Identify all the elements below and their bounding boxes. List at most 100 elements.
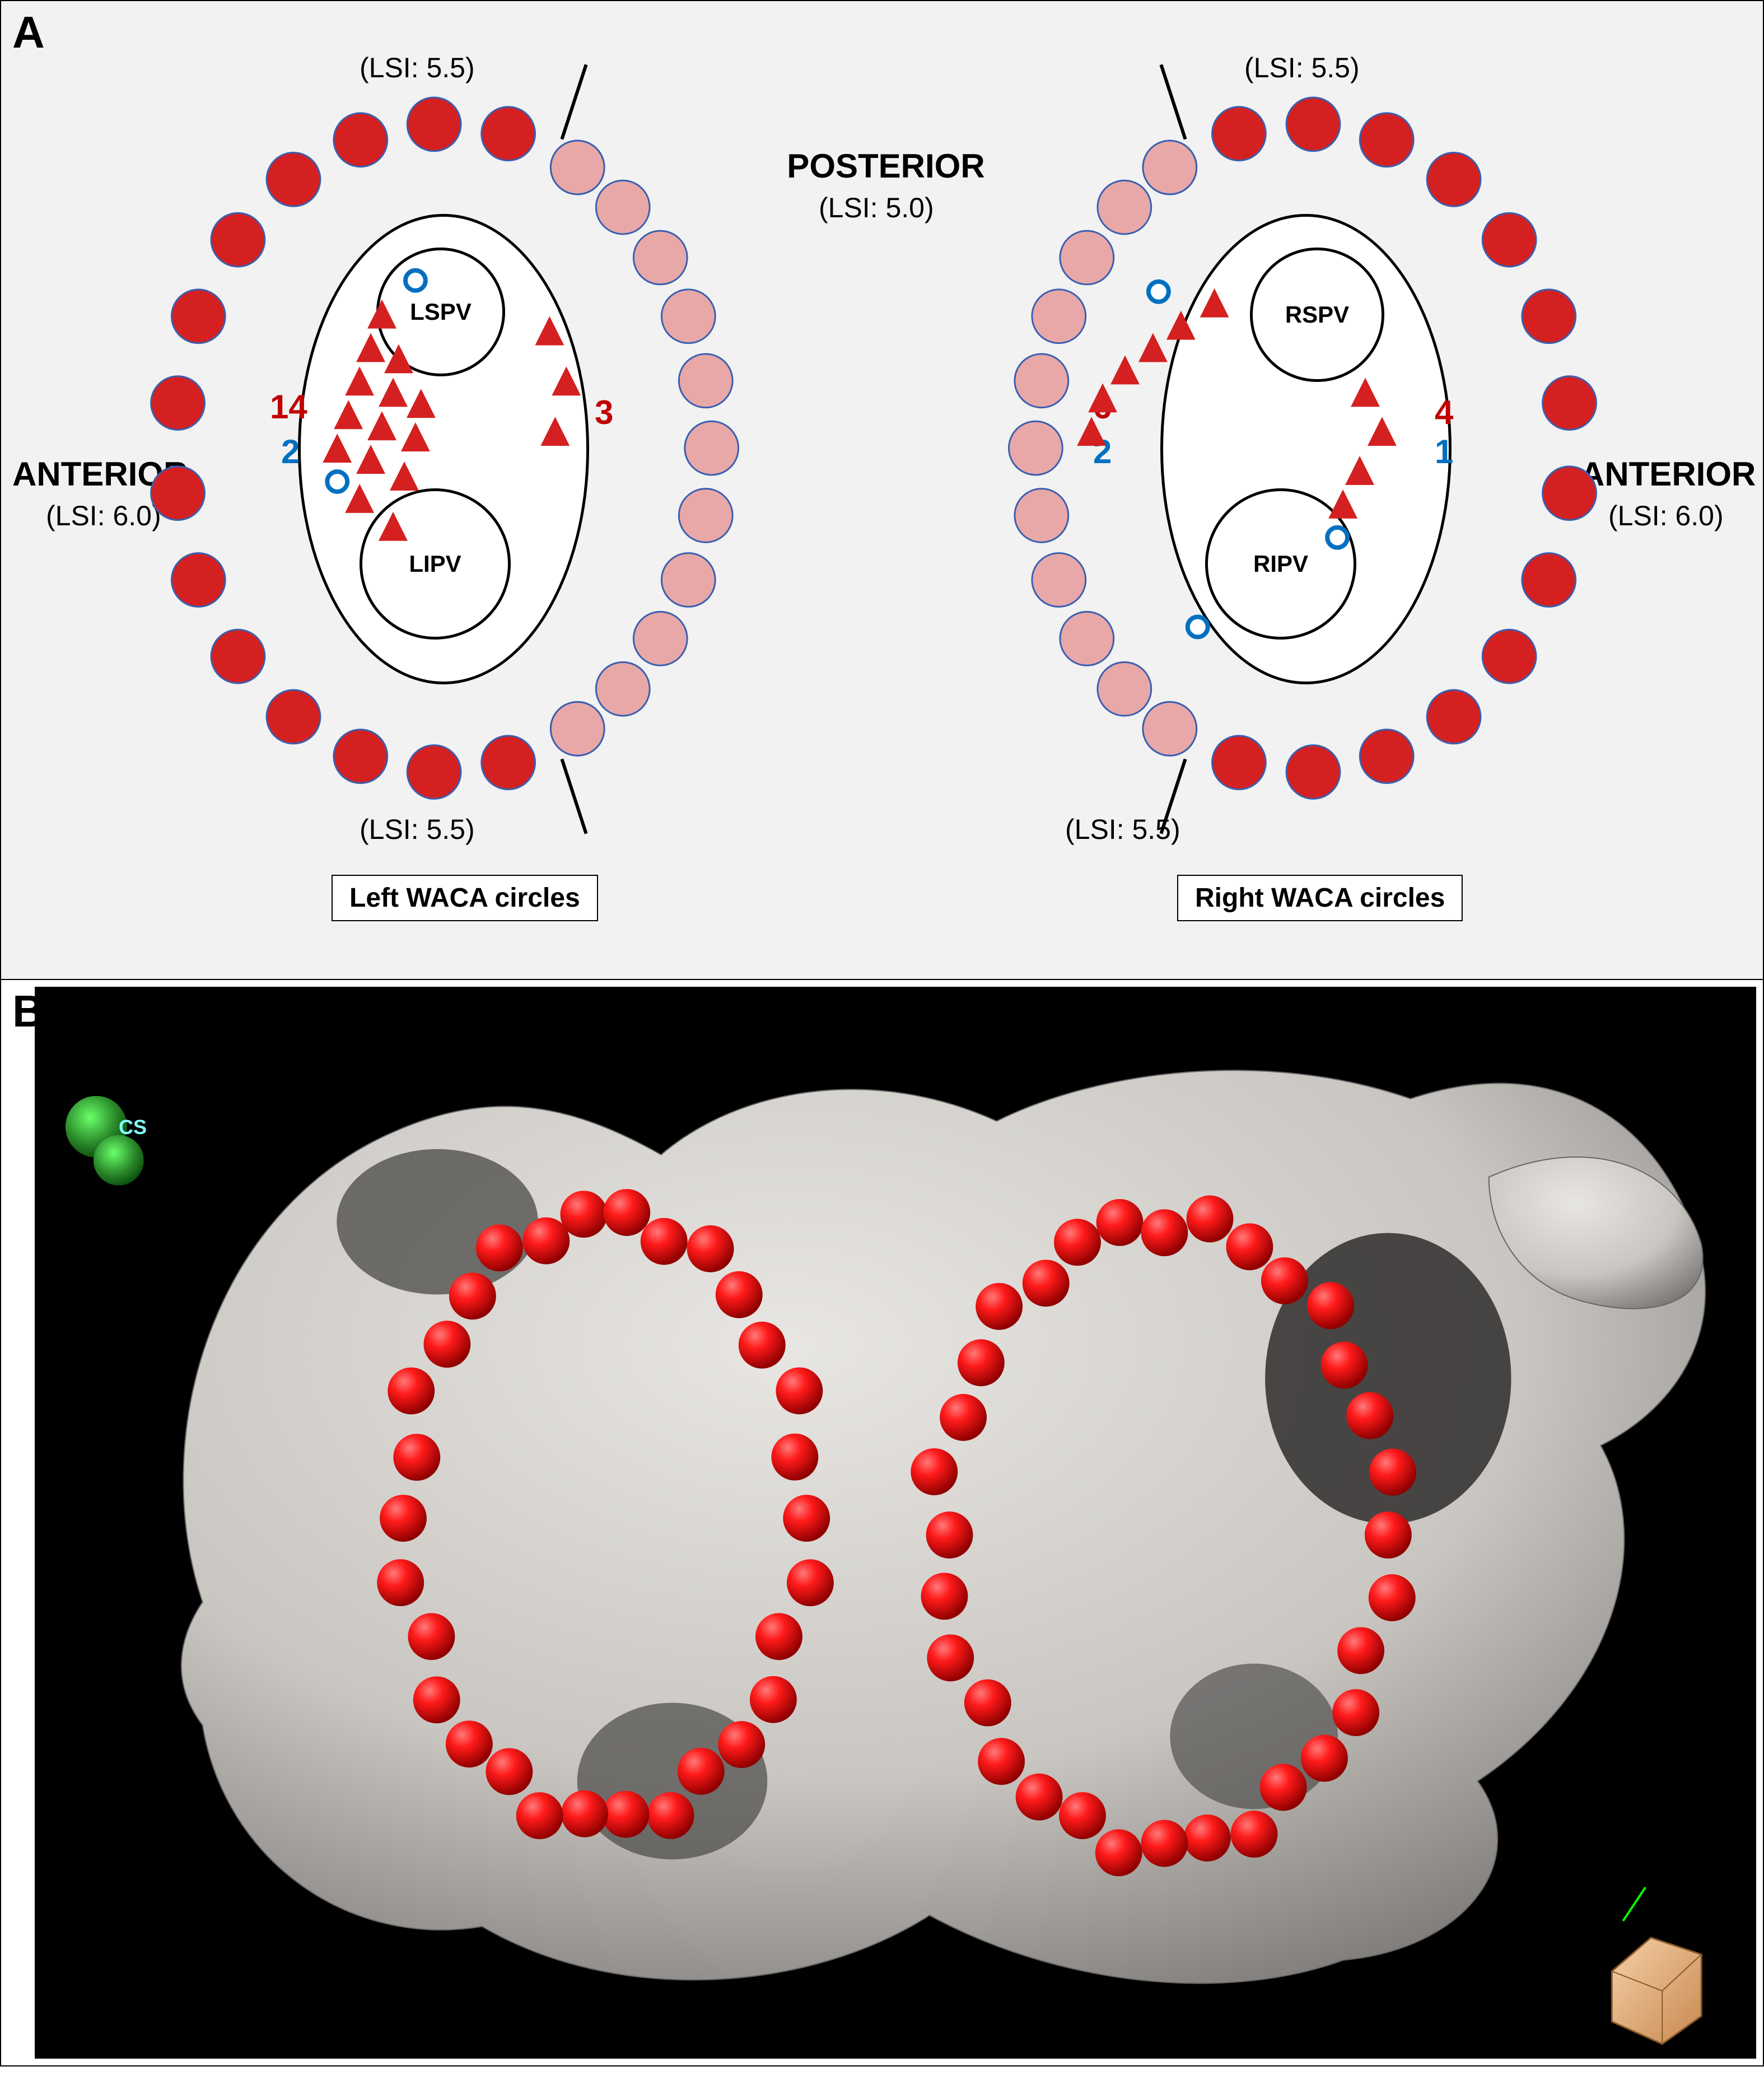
lesion-dot xyxy=(1427,153,1481,207)
ablation-sphere xyxy=(776,1368,823,1415)
ablation-sphere xyxy=(755,1613,802,1660)
ablation-sphere xyxy=(718,1721,765,1768)
left-count-2: 2 xyxy=(281,432,300,471)
lesion-dot xyxy=(1098,180,1151,234)
ablation-sphere xyxy=(940,1394,987,1441)
panel-a: A POSTERIOR (LSI: 5.0) ANTERIOR (LSI: 6.… xyxy=(0,0,1764,980)
lesion-dot xyxy=(407,745,461,799)
ablation-sphere xyxy=(1260,1764,1307,1811)
lesion-dot xyxy=(679,489,732,543)
lesion-dot xyxy=(679,354,732,408)
ablation-sphere xyxy=(1301,1735,1348,1782)
lesion-dot xyxy=(334,730,388,783)
ablation-sphere xyxy=(1184,1814,1231,1862)
lesion-dot xyxy=(1212,736,1266,790)
ablation-sphere xyxy=(377,1559,424,1606)
ablation-sphere xyxy=(413,1676,460,1723)
lesion-dot xyxy=(1060,231,1114,284)
divider-right-top xyxy=(1160,64,1187,139)
right-waca-box: Right WACA circles xyxy=(1177,875,1463,921)
lesion-dot xyxy=(1032,553,1086,607)
panel-a-label: A xyxy=(12,7,45,58)
panel-b-label: B xyxy=(12,986,45,1037)
ablation-sphere xyxy=(1369,1574,1416,1621)
lesion-dot xyxy=(1360,730,1413,783)
lsi-anterior-right: (LSI: 6.0) xyxy=(1608,500,1724,532)
lesion-dot xyxy=(267,153,320,207)
ablation-sphere xyxy=(1023,1259,1070,1307)
lesion-dot xyxy=(1143,141,1197,194)
lesion-dot xyxy=(1286,97,1340,151)
left-count-3: 3 xyxy=(595,393,613,432)
lesion-dot xyxy=(550,141,604,194)
lesion-dot xyxy=(633,612,687,665)
ablation-sphere xyxy=(1059,1792,1106,1839)
ablation-sphere xyxy=(408,1613,455,1660)
triangle-marker xyxy=(1138,333,1168,362)
lesion-dot xyxy=(482,107,535,161)
lesion-dot xyxy=(1032,290,1086,343)
ablation-sphere xyxy=(1261,1257,1308,1304)
lesion-dot xyxy=(1009,421,1062,475)
lsi-posterior: (LSI: 5.0) xyxy=(819,192,934,224)
lesion-dot xyxy=(334,113,388,167)
anterior-left-label: ANTERIOR xyxy=(12,455,186,493)
ripv-circle: RIPV xyxy=(1205,488,1356,640)
lesion-dot xyxy=(1212,107,1266,161)
lesion-dot xyxy=(1015,354,1068,408)
anterior-right-label: ANTERIOR xyxy=(1580,455,1754,493)
ablation-sphere xyxy=(978,1738,1025,1785)
ablation-sphere xyxy=(1141,1820,1188,1867)
ablation-sphere xyxy=(1332,1689,1379,1736)
ablation-sphere xyxy=(1187,1196,1234,1243)
panel-b-image: CS xyxy=(35,987,1756,2059)
lesion-dot xyxy=(1143,141,1197,194)
ablation-sphere xyxy=(964,1680,1011,1727)
lesion-dot xyxy=(1143,702,1197,755)
ablation-sphere xyxy=(1016,1774,1063,1821)
ablation-sphere xyxy=(739,1322,786,1369)
right-count-1: 1 xyxy=(1435,432,1453,471)
ring-marker xyxy=(1149,282,1169,302)
ablation-sphere xyxy=(1346,1392,1393,1439)
ablation-sphere xyxy=(1231,1811,1278,1858)
lesion-dot xyxy=(1143,702,1197,755)
lesion-dot xyxy=(1286,745,1340,799)
lesion-dot xyxy=(1482,629,1536,683)
heart-svg xyxy=(35,987,1756,2059)
ripv-text: RIPV xyxy=(1253,551,1308,577)
left-waca-box: Left WACA circles xyxy=(332,875,598,921)
lesion-dot xyxy=(550,702,604,755)
ablation-sphere xyxy=(1337,1627,1384,1674)
figure: A POSTERIOR (LSI: 5.0) ANTERIOR (LSI: 6.… xyxy=(0,0,1764,2066)
ablation-sphere xyxy=(423,1321,470,1368)
ablation-sphere xyxy=(1307,1282,1354,1329)
lesion-dot xyxy=(151,376,205,430)
ablation-sphere xyxy=(976,1283,1023,1330)
lesion-dot xyxy=(685,421,739,475)
ablation-sphere xyxy=(911,1448,958,1495)
ablation-sphere xyxy=(1095,1829,1142,1876)
lipv-circle: LIPV xyxy=(360,488,511,640)
ring-marker xyxy=(1188,617,1208,637)
lesion-dot xyxy=(596,180,650,234)
ablation-sphere xyxy=(561,1790,608,1837)
lsi-top-left: (LSI: 5.5) xyxy=(360,52,475,84)
rspv-text: RSPV xyxy=(1285,301,1349,328)
pv-open-1 xyxy=(337,1149,538,1295)
ablation-sphere xyxy=(388,1368,435,1415)
ablation-sphere xyxy=(560,1191,607,1238)
lspv-circle: LSPV xyxy=(376,248,505,376)
lesion-dot xyxy=(1015,489,1068,543)
ablation-sphere xyxy=(771,1434,818,1481)
lesion-dot xyxy=(482,736,535,790)
rspv-circle: RSPV xyxy=(1250,248,1384,382)
cs-text: CS xyxy=(119,1116,147,1139)
ablation-sphere xyxy=(380,1495,427,1542)
ablation-sphere xyxy=(687,1225,734,1272)
ablation-sphere xyxy=(1054,1219,1101,1266)
panel-b: B xyxy=(0,980,1764,2066)
lesion-dot xyxy=(1098,662,1151,716)
ablation-sphere xyxy=(486,1748,533,1795)
lipv-text: LIPV xyxy=(409,551,461,577)
